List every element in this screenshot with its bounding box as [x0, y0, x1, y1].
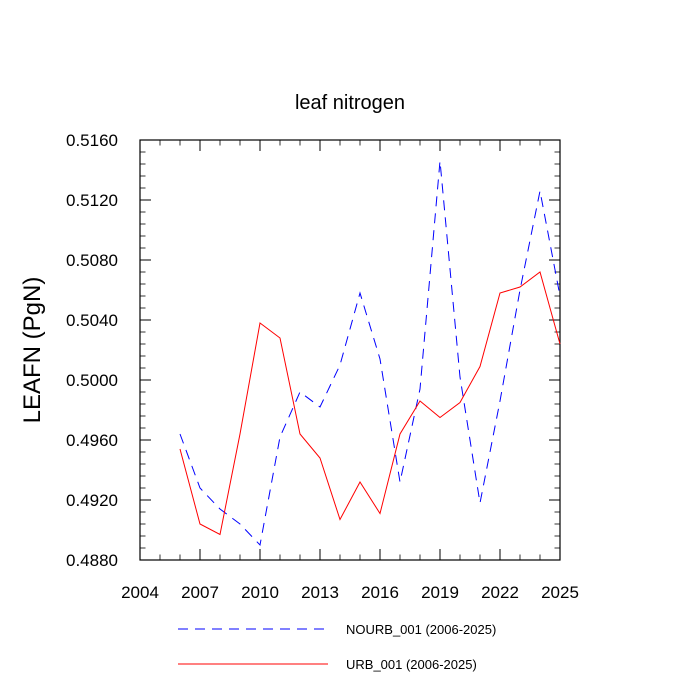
legend-label: NOURB_001 (2006-2025)	[346, 622, 496, 637]
plot-frame	[139, 139, 561, 561]
legend: NOURB_001 (2006-2025) URB_001 (2006-2025)	[178, 622, 496, 672]
y-axis-label: LEAFN (PgN)	[19, 277, 46, 424]
x-tick-label: 2025	[541, 583, 579, 602]
y-tick-label: 0.4960	[66, 431, 118, 450]
x-tick-label: 2016	[361, 583, 399, 602]
x-tick-label: 2004	[121, 583, 159, 602]
y-tick-label: 0.5000	[66, 371, 118, 390]
series-line-nourb-001	[179, 160, 561, 547]
y-tick-label: 0.5080	[66, 251, 118, 270]
y-tick-label: 0.4920	[66, 491, 118, 510]
x-tick-label: 2010	[241, 583, 279, 602]
legend-label: URB_001 (2006-2025)	[346, 657, 477, 672]
x-tick-label: 2013	[301, 583, 339, 602]
series-line-urb-001	[179, 271, 561, 536]
x-tick-label: 2007	[181, 583, 219, 602]
x-tick-label: 2019	[421, 583, 459, 602]
series-layer	[179, 160, 561, 547]
chart-title: leaf nitrogen	[295, 92, 405, 114]
y-tick-label: 0.5120	[66, 191, 118, 210]
y-tick-label: 0.5160	[66, 131, 118, 150]
y-tick-label: 0.5040	[66, 311, 118, 330]
ticks-layer: 2004 2007 2010 2013 2016 2019 2022 2025 0.4880 0.…	[66, 131, 579, 602]
x-tick-label: 2022	[481, 583, 519, 602]
y-tick-label: 0.4880	[66, 551, 118, 570]
